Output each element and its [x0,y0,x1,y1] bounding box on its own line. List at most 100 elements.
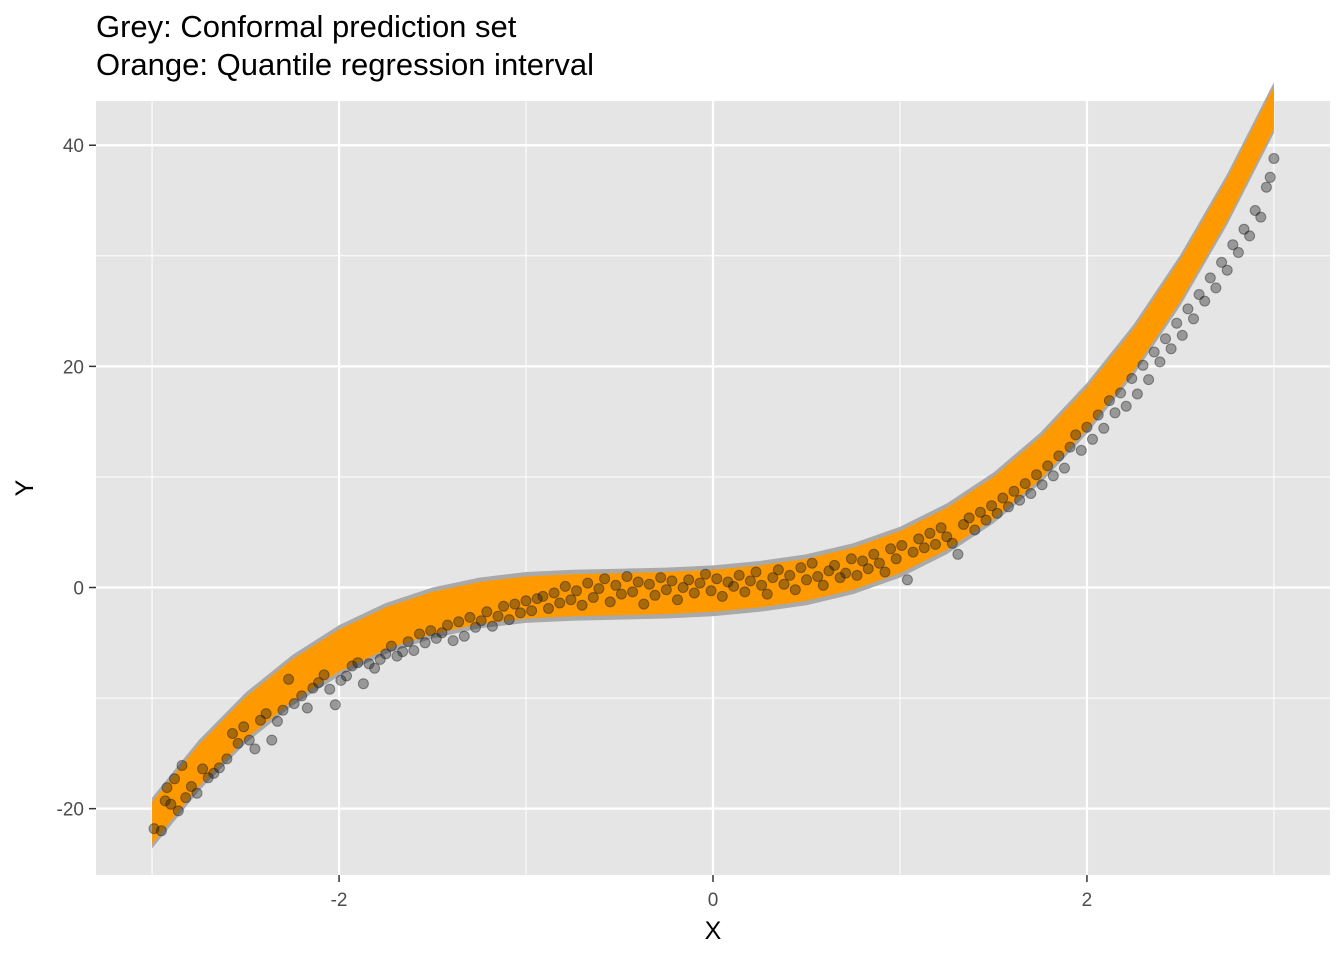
data-point [1053,450,1065,462]
data-point [868,548,880,560]
data-point [492,610,504,622]
data-point [1092,409,1104,421]
data-point [1160,333,1171,345]
data-point [1025,488,1037,499]
data-point [621,571,633,582]
data-point [1047,470,1059,482]
data-point [677,582,689,593]
data-point [329,699,341,711]
data-point [296,690,308,702]
data-point [946,537,958,549]
data-point [761,588,773,600]
data-point [531,593,543,605]
data-point [812,571,824,582]
data-point [266,734,278,746]
data-point [414,628,425,640]
data-point [885,543,897,555]
data-points [148,153,1280,837]
data-point [1036,479,1048,491]
data-point [165,798,177,810]
data-point [694,577,706,589]
data-point [213,762,225,774]
data-point [341,670,352,682]
quantile-band [152,86,1274,845]
data-point [391,650,403,662]
data-point [369,662,381,674]
data-point [260,708,272,720]
data-point [733,569,745,581]
y-tick-label: 0 [73,579,84,600]
y-axis-title: Y [11,479,39,496]
data-point [969,524,981,536]
data-point [543,603,554,614]
data-point [458,630,470,642]
data-point [288,698,300,710]
data-point [750,566,762,578]
data-point [1064,441,1076,453]
data-point [632,576,644,588]
data-point [593,583,605,595]
data-point [1070,429,1082,441]
data-point [430,632,442,644]
data-point [1268,153,1280,164]
data-point [1210,282,1222,294]
data-point [283,673,295,685]
data-point [453,616,465,628]
data-point [380,648,392,660]
data-point [660,584,672,596]
data-point [991,507,1003,519]
data-point [191,787,203,799]
data-point [582,577,594,589]
data-point [277,704,289,716]
data-point [346,660,358,672]
data-point [176,760,188,771]
data-point [795,562,807,574]
data-point [1120,400,1132,412]
data-point [1148,346,1160,358]
data-point [1109,407,1121,419]
y-tick-label: -20 [57,800,84,821]
data-point [789,584,801,596]
data-point [357,678,369,690]
data-point [271,715,283,727]
data-point [683,574,695,586]
data-point [1232,247,1244,258]
data-point [986,500,998,512]
data-point [155,825,167,837]
data-point [498,600,510,612]
x-axis-ticks: -2 0 2 [331,875,1092,911]
data-point [238,721,250,733]
data-point [649,589,661,601]
data-point [1042,460,1054,472]
data-point [1103,395,1115,407]
y-tick-label: 20 [63,357,84,378]
data-point [1165,343,1177,355]
data-point [873,557,885,569]
data-point [1244,230,1256,242]
data-point [1193,289,1205,300]
data-point [464,611,476,623]
data-point [425,625,437,637]
data-point [1221,264,1233,276]
data-point [352,657,364,669]
data-point [1014,494,1026,506]
data-point [526,605,538,617]
data-point [1098,422,1110,434]
data-point [879,566,891,578]
data-point [851,569,863,581]
data-point [1227,239,1239,251]
data-point [610,579,622,591]
data-point [1176,329,1188,341]
data-point [1081,421,1093,433]
data-point [941,531,953,543]
data-point [935,522,947,534]
data-point [301,702,313,714]
data-point [447,635,459,647]
data-point [1171,317,1183,329]
data-point [1249,205,1261,216]
data-point [767,572,779,584]
data-point [958,519,969,530]
data-point [208,767,220,779]
data-point [571,585,582,597]
data-point [1126,373,1138,384]
